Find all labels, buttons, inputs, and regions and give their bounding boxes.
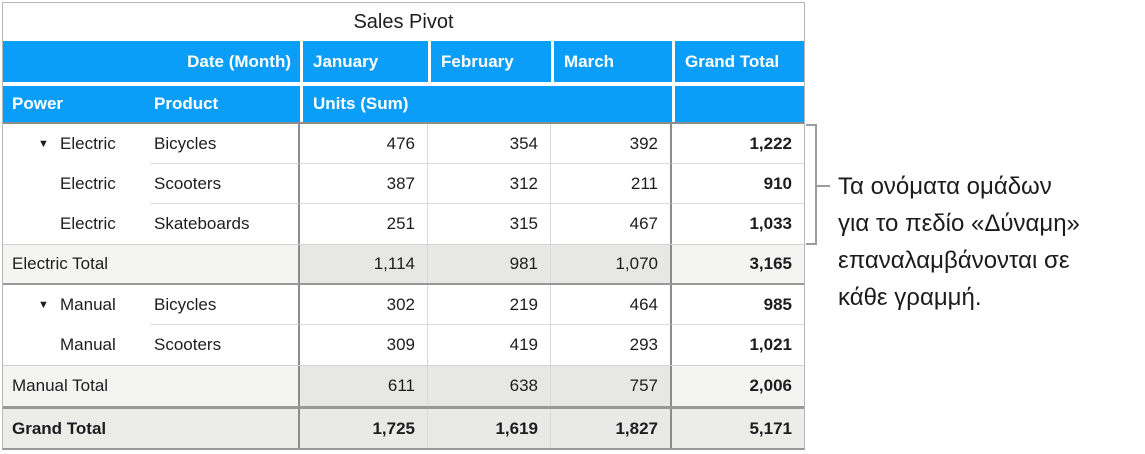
header-cell-february[interactable]: February: [428, 41, 551, 82]
cell-march[interactable]: 1,827: [551, 409, 672, 448]
group-cell-power[interactable]: Electric: [3, 204, 150, 244]
cell-february[interactable]: 219: [428, 285, 551, 325]
annotation-note: Τα ονόματα ομάδων για το πεδίο «Δύναμη» …: [838, 168, 1080, 316]
total-label-cell[interactable]: Manual Total: [3, 366, 300, 406]
cell-grand-total[interactable]: 985: [672, 285, 804, 325]
cell-march[interactable]: 211: [551, 164, 672, 204]
cell-february[interactable]: 312: [428, 164, 551, 204]
group-cell-power[interactable]: Electric: [3, 164, 150, 204]
table-row: ▼ Electric Bicycles 476 354 392 1,222: [3, 124, 804, 164]
cell-january[interactable]: 387: [300, 164, 428, 204]
cell-february[interactable]: 1,619: [428, 409, 551, 448]
cell-grand-total[interactable]: 5,171: [672, 409, 804, 448]
header-cell-march[interactable]: March: [551, 41, 672, 82]
group-label: Manual: [60, 335, 116, 354]
product-cell[interactable]: Skateboards: [150, 204, 300, 244]
group-cell-power[interactable]: ▼ Manual: [3, 285, 150, 325]
cell-grand-total[interactable]: 3,165: [672, 245, 804, 283]
cell-february[interactable]: 315: [428, 204, 551, 244]
annotation-line: Τα ονόματα ομάδων: [838, 173, 1052, 200]
header-cell-blank[interactable]: [672, 86, 804, 122]
annotation-bracket: [806, 124, 817, 245]
cell-grand-total[interactable]: 2,006: [672, 366, 804, 406]
header-cell-january[interactable]: January: [300, 41, 428, 82]
cell-grand-total[interactable]: 1,222: [672, 124, 804, 164]
cell-grand-total[interactable]: 1,021: [749, 335, 792, 354]
pivot-table: Sales Pivot Date (Month) January Februar…: [2, 2, 805, 450]
cell-january[interactable]: 476: [300, 124, 428, 164]
disclosure-triangle-icon[interactable]: ▼: [38, 299, 49, 311]
table-row: Manual Scooters 309 419 293 1,021: [3, 325, 804, 365]
table-row: Electric Scooters 387 312 211 910: [3, 164, 804, 204]
cell-february[interactable]: 354: [428, 124, 551, 164]
table-row: ▼ Manual Bicycles 302 219 464 985: [3, 285, 804, 325]
cell-january[interactable]: 251: [300, 204, 428, 244]
cell-march[interactable]: 293: [551, 325, 672, 365]
cell-january[interactable]: 611: [300, 366, 428, 406]
cell-january[interactable]: 1,114: [300, 245, 428, 283]
disclosure-triangle-icon[interactable]: ▼: [38, 138, 49, 150]
header-bottom-border: [3, 122, 804, 124]
table-title[interactable]: Sales Pivot: [3, 3, 804, 41]
cell-march[interactable]: 464: [551, 285, 672, 325]
header-divider: [3, 82, 804, 86]
annotation-line: για το πεδίο «Δύναμη»: [838, 210, 1080, 237]
group-label: Manual: [60, 295, 116, 314]
header-row-months: Date (Month) January February March Gran…: [3, 41, 804, 82]
total-row-electric: Electric Total 1,114 981 1,070 3,165: [3, 244, 804, 285]
cell-january[interactable]: 302: [300, 285, 428, 325]
header-cell-grand-total[interactable]: Grand Total: [672, 41, 804, 82]
header-cell-power[interactable]: Power: [12, 94, 64, 113]
total-row-manual: Manual Total 611 638 757 2,006: [3, 365, 804, 406]
header-cell-product[interactable]: Product: [154, 94, 219, 113]
cell-february[interactable]: 419: [428, 325, 551, 365]
annotation-line: επαναλαμβάνονται σε: [838, 247, 1070, 274]
cell-march[interactable]: 392: [551, 124, 672, 164]
group-label: Electric: [60, 214, 116, 233]
header-cell-date-month[interactable]: Date (Month): [187, 51, 291, 71]
cell-march[interactable]: 467: [551, 204, 672, 244]
cell-grand-total[interactable]: 910: [672, 164, 804, 204]
group-label: Electric: [60, 174, 116, 193]
product-cell[interactable]: Bicycles: [150, 124, 300, 164]
header-row-fields: Power Product Units (Sum): [3, 86, 804, 122]
annotation-bracket-tick: [817, 185, 830, 187]
group-cell-power[interactable]: ▼ Electric: [3, 124, 150, 164]
cell-february[interactable]: 638: [428, 366, 551, 406]
grand-total-row: Grand Total 1,725 1,619 1,827 5,171: [3, 409, 804, 448]
header-cell-units-sum[interactable]: Units (Sum): [300, 86, 672, 122]
product-cell[interactable]: Scooters: [150, 164, 300, 204]
cell-february[interactable]: 981: [428, 245, 551, 283]
total-label-cell[interactable]: Grand Total: [3, 409, 300, 448]
table-row: Electric Skateboards 251 315 467 1,033: [3, 204, 804, 244]
group-label: Electric: [60, 134, 116, 153]
product-cell[interactable]: Scooters: [150, 325, 300, 365]
cell-january[interactable]: 309: [300, 325, 428, 365]
grand-total-top-border: [3, 406, 804, 409]
group-cell-power[interactable]: Manual: [3, 325, 150, 365]
cell-march[interactable]: 757: [551, 366, 672, 406]
annotation-line: κάθε γραμμή.: [838, 284, 982, 311]
total-label-cell[interactable]: Electric Total: [3, 245, 300, 283]
cell-january[interactable]: 1,725: [300, 409, 428, 448]
product-cell[interactable]: Bicycles: [150, 285, 300, 325]
cell-march[interactable]: 1,070: [551, 245, 672, 283]
cell-grand-total[interactable]: 1,033: [749, 214, 792, 233]
